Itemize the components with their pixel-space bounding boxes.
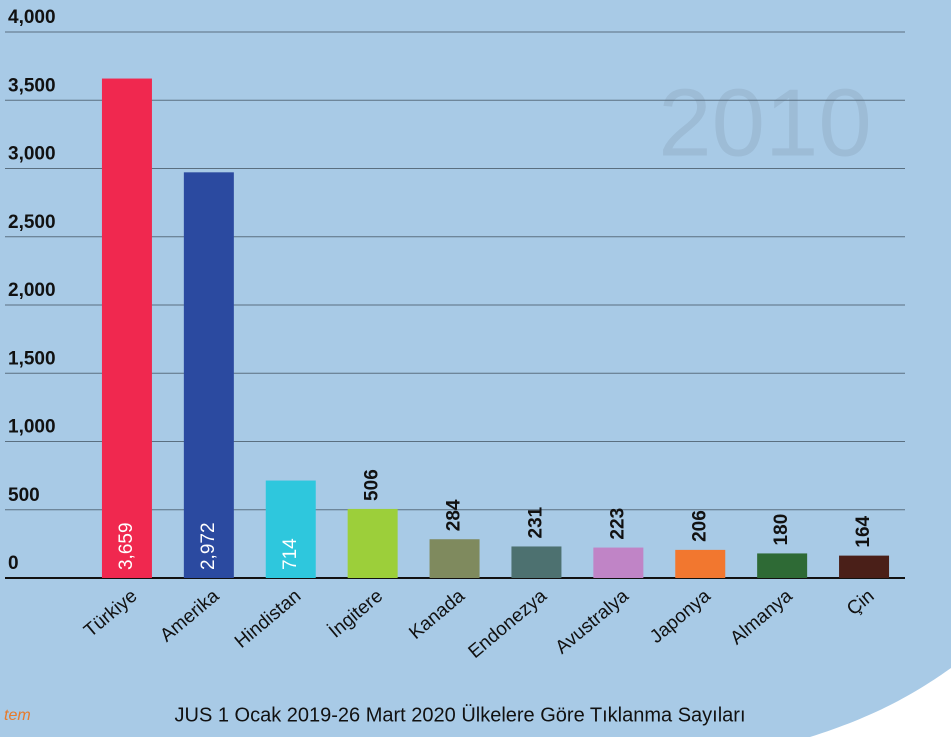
value-label: 714 bbox=[280, 538, 301, 570]
value-label: 284 bbox=[444, 499, 465, 531]
value-label: 164 bbox=[853, 515, 874, 547]
y-tick-label: 3,000 bbox=[8, 144, 56, 165]
watermark: 2010 bbox=[658, 69, 872, 176]
y-tick-label: 500 bbox=[8, 485, 40, 506]
chart: 2010 tem JUS 1 Ocak 2019-26 Mart 2020 Ül… bbox=[0, 0, 951, 737]
y-tick-label: 2,500 bbox=[8, 212, 56, 233]
bar bbox=[430, 539, 480, 578]
y-tick-label: 3,500 bbox=[8, 75, 56, 96]
y-tick-label: 1,500 bbox=[8, 348, 56, 369]
y-tick-label: 0 bbox=[8, 553, 19, 574]
y-tick-label: 4,000 bbox=[8, 7, 56, 28]
bar bbox=[839, 556, 889, 578]
bar bbox=[757, 553, 807, 578]
bar bbox=[593, 548, 643, 578]
bar bbox=[102, 79, 152, 578]
value-label: 2,972 bbox=[198, 522, 219, 570]
value-label: 231 bbox=[525, 506, 546, 538]
bar bbox=[184, 172, 234, 578]
bar bbox=[348, 509, 398, 578]
value-label: 223 bbox=[607, 508, 628, 540]
value-label: 180 bbox=[771, 514, 792, 546]
page: 2010 tem JUS 1 Ocak 2019-26 Mart 2020 Ül… bbox=[0, 0, 951, 737]
chart-title: JUS 1 Ocak 2019-26 Mart 2020 Ülkelere Gö… bbox=[175, 704, 746, 726]
corner-logo: tem bbox=[4, 707, 31, 724]
y-tick-label: 1,000 bbox=[8, 417, 56, 438]
value-label: 506 bbox=[362, 469, 383, 501]
bar bbox=[511, 546, 561, 578]
y-tick-label: 2,000 bbox=[8, 280, 56, 301]
value-label: 3,659 bbox=[116, 522, 137, 570]
value-label: 206 bbox=[689, 510, 710, 542]
bar bbox=[675, 550, 725, 578]
